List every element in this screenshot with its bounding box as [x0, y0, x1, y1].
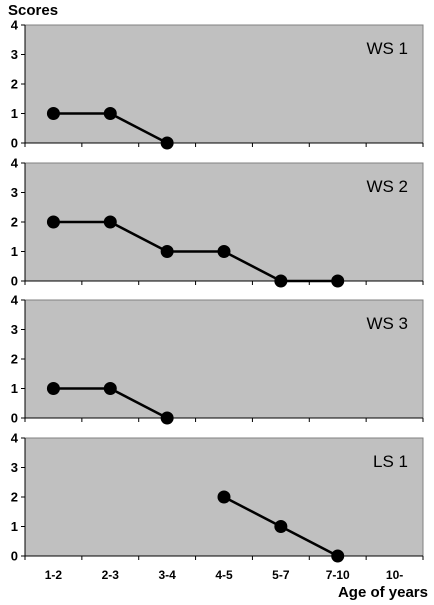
- series-segment: [109, 387, 168, 420]
- x-axis-ticks: 1-2 2-3 3-4 4-5 5-7 7-10 10-: [45, 568, 403, 582]
- x-tick-label: 4-5: [215, 568, 233, 582]
- data-point: [46, 107, 60, 120]
- panel-1: 0 1 2 3 4 WS 1: [11, 18, 424, 151]
- y-tick-label: 1: [11, 519, 18, 534]
- y-tick-label: 2: [11, 352, 18, 367]
- y-tick-label: 4: [11, 431, 19, 446]
- y-tick-label: 4: [11, 18, 19, 33]
- data-point: [103, 215, 117, 229]
- y-tick-label: 2: [11, 490, 18, 505]
- y-tick-label: 3: [11, 460, 18, 475]
- y-tick-label: 4: [11, 293, 19, 308]
- y-tick-label: 2: [11, 215, 18, 230]
- y-tick-label: 1: [11, 106, 18, 121]
- y-tick-label: 0: [11, 274, 18, 289]
- panel-label: WS 1: [366, 39, 408, 58]
- x-tick-label: 2-3: [102, 568, 120, 582]
- data-point: [217, 245, 231, 258]
- data-point: [46, 215, 60, 229]
- series-segment: [109, 220, 168, 253]
- y-tick-label: 0: [11, 411, 18, 426]
- series-segment: [223, 250, 282, 283]
- data-point: [274, 274, 288, 288]
- data-point: [160, 136, 174, 150]
- x-axis-title: Age of years: [338, 584, 428, 601]
- y-tick-label: 4: [11, 156, 19, 171]
- y-tick-label: 3: [11, 322, 18, 337]
- x-tick-label: 3-4: [158, 568, 176, 582]
- panel-3: 0 1 2 3 4 WS 3: [11, 293, 424, 426]
- y-tick-label: 1: [11, 244, 18, 259]
- y-tick-label: 0: [11, 549, 18, 564]
- series-segment: [109, 112, 168, 145]
- data-point: [103, 107, 117, 120]
- data-point: [46, 382, 60, 395]
- panels: 0 1 2 3 4 WS 1 0 1 2 3 4 WS 2 0 1 2 3 4 WS 3 0 1 2 3 4 LS 1: [11, 18, 424, 564]
- y-tick-label: 2: [11, 77, 18, 92]
- panel-label: WS 3: [366, 314, 408, 333]
- data-point: [274, 520, 288, 533]
- data-point: [160, 411, 174, 425]
- data-point: [160, 245, 174, 258]
- x-tick-label: 1-2: [45, 568, 63, 582]
- series-segment: [223, 495, 282, 528]
- x-tick-label: 10-: [386, 568, 403, 582]
- y-tick-label: 1: [11, 381, 18, 396]
- y-tick-label: 3: [11, 185, 18, 200]
- plot-area: [24, 299, 424, 419]
- y-axis-title: Scores: [8, 2, 58, 19]
- panel-4: 0 1 2 3 4 LS 1: [11, 431, 424, 564]
- panel-label: LS 1: [373, 452, 408, 471]
- data-point: [217, 490, 231, 504]
- y-tick-label: 3: [11, 47, 18, 62]
- plot-area: [24, 24, 424, 144]
- data-point: [331, 274, 345, 288]
- data-point: [331, 549, 345, 563]
- y-tick-label: 0: [11, 136, 18, 151]
- data-point: [103, 382, 117, 395]
- x-tick-label: 5-7: [272, 568, 290, 582]
- x-tick-label: 7-10: [326, 568, 350, 582]
- panel-label: WS 2: [366, 177, 408, 196]
- series-segment: [280, 525, 339, 558]
- panel-2: 0 1 2 3 4 WS 2: [11, 156, 424, 289]
